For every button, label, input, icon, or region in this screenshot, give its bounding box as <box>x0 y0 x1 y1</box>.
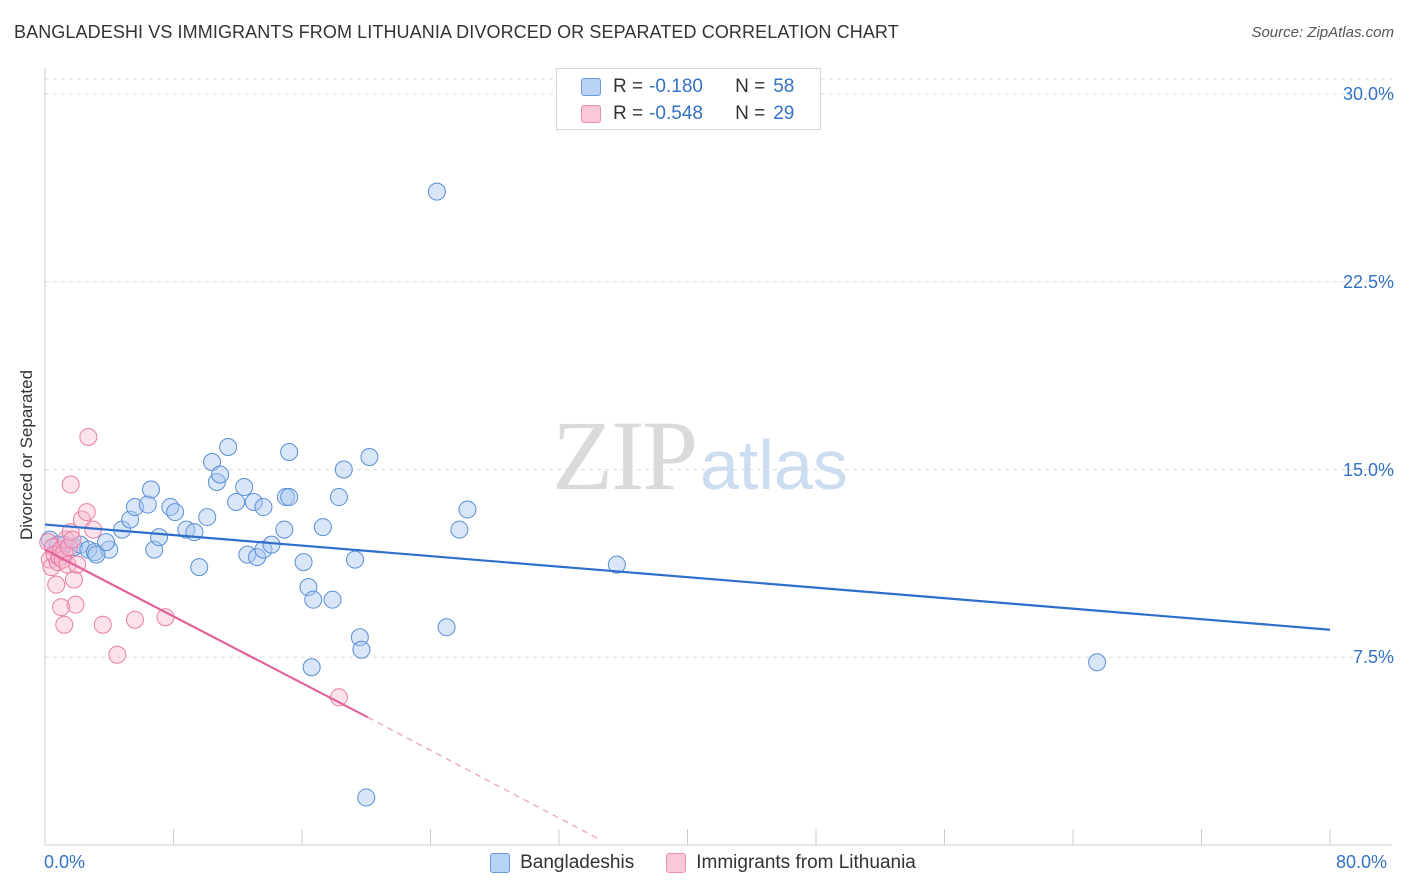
legend-r-label: R = <box>613 103 644 124</box>
bangladeshi-point <box>323 590 342 609</box>
bangladeshi-point <box>458 500 477 519</box>
legend-r-value: -0.548 <box>649 103 703 124</box>
bangladeshi-point <box>294 553 313 572</box>
watermark-zip: ZIP <box>552 400 698 511</box>
legend-swatch-pink <box>581 105 601 123</box>
lithuania-point <box>63 530 82 549</box>
bangladeshi-point <box>142 480 161 499</box>
bangladeshi-point <box>357 788 376 807</box>
series-legend-label: Immigrants from Lithuania <box>696 852 916 873</box>
bangladeshi-point <box>190 558 209 577</box>
bangladeshi-point <box>437 618 456 637</box>
trend-line <box>44 548 369 719</box>
bangladeshi-point <box>211 465 230 484</box>
lithuania-point <box>79 427 98 446</box>
bangladeshi-point <box>334 460 353 479</box>
bangladeshi-point <box>166 503 185 522</box>
data-points <box>39 182 1107 807</box>
legend-swatch-blue <box>581 78 601 96</box>
bangladeshi-point <box>275 520 294 539</box>
correlation-legend: R = -0.180 N = 58 R = -0.548 N = 29 <box>556 68 821 130</box>
trend-lines <box>44 523 1331 841</box>
y-tick-label: 22.5% <box>1342 271 1394 292</box>
bangladeshi-point <box>329 488 348 507</box>
bangladeshi-point <box>219 437 238 456</box>
lithuania-point <box>77 503 96 522</box>
series-legend: Bangladeshis Immigrants from Lithuania <box>0 852 1406 874</box>
lithuania-point <box>55 615 74 634</box>
legend-n-value: 29 <box>773 103 795 124</box>
bangladeshi-point <box>607 555 626 574</box>
series-legend-item-lithuania[interactable]: Immigrants from Lithuania <box>666 852 916 874</box>
bangladeshi-point <box>97 533 116 552</box>
bangladeshi-point <box>161 498 180 517</box>
legend-n-label: N = <box>735 76 766 97</box>
series-swatch-pink <box>666 853 687 873</box>
legend-row-bangladeshis: R = -0.180 N = 58 <box>581 75 794 99</box>
gridlines <box>45 78 1392 658</box>
bangladeshi-point <box>1088 653 1107 672</box>
bangladeshi-point <box>254 498 273 517</box>
axes <box>44 68 1392 846</box>
bangladeshi-point <box>280 488 299 507</box>
bangladeshi-point <box>313 518 332 537</box>
bangladeshi-point <box>352 640 371 659</box>
bangladeshi-point <box>150 528 169 547</box>
legend-n-value: 58 <box>773 76 795 97</box>
x-tick-label-min: 0.0% <box>44 852 86 872</box>
bangladeshi-point <box>450 520 469 539</box>
bangladeshi-point <box>304 590 323 609</box>
y-tick-label: 30.0% <box>1342 84 1394 105</box>
chart-title: BANGLADESHI VS IMMIGRANTS FROM LITHUANIA… <box>14 22 899 42</box>
trend-line <box>44 523 1331 631</box>
bangladeshi-point <box>138 495 157 514</box>
bangladeshi-point <box>198 508 217 527</box>
lithuania-point <box>52 598 71 617</box>
lithuania-point <box>64 570 83 589</box>
bangladeshi-point <box>248 548 267 567</box>
watermark-atlas: atlas <box>700 426 848 504</box>
bangladeshi-point <box>227 493 246 512</box>
bangladeshi-point <box>302 658 321 677</box>
trend-line-extension <box>367 716 602 841</box>
bangladeshi-point <box>427 182 446 201</box>
bangladeshi-point <box>87 545 106 564</box>
series-legend-item-bangladeshis[interactable]: Bangladeshis <box>490 852 634 874</box>
lithuania-point <box>108 645 127 664</box>
bangladeshi-point <box>280 442 299 461</box>
legend-n-label: N = <box>735 103 766 124</box>
legend-r-value: -0.180 <box>649 76 703 97</box>
lithuania-point <box>93 615 112 634</box>
legend-r-label: R = <box>613 76 644 97</box>
bangladeshi-point <box>346 550 365 569</box>
legend-row-lithuania: R = -0.548 N = 29 <box>581 102 794 126</box>
watermark: ZIPatlas <box>552 398 848 513</box>
bangladeshi-point <box>235 478 254 497</box>
y-tick-label: 15.0% <box>1342 459 1394 480</box>
source-label: Source: ZipAtlas.com <box>1251 24 1394 41</box>
y-tick-label: 7.5% <box>1352 647 1394 668</box>
bangladeshi-point <box>360 447 379 466</box>
lithuania-point <box>125 610 144 629</box>
series-legend-label: Bangladeshis <box>520 852 635 873</box>
series-swatch-blue <box>490 853 511 873</box>
x-tick-label-max: 80.0% <box>1336 852 1388 872</box>
lithuania-point <box>66 595 85 614</box>
bangladeshi-point <box>244 493 263 512</box>
lithuania-point <box>61 475 80 494</box>
lithuania-point <box>47 575 66 594</box>
